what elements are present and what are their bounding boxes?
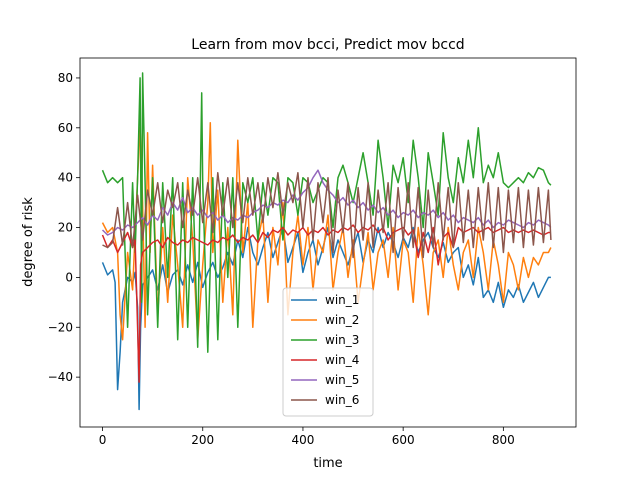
y-tick-label: 20	[58, 221, 73, 235]
series-line-win_6	[102, 171, 552, 259]
x-axis: 0 200 400 600 800	[99, 427, 515, 447]
legend-label-win_6: win_6	[325, 393, 359, 407]
series-line-win_4	[101, 224, 551, 383]
x-axis-label: time	[313, 456, 342, 471]
series-line-win_2	[101, 122, 552, 341]
y-tick-label: 80	[58, 71, 73, 85]
x-tick-label: 0	[99, 433, 107, 447]
legend-label-win_4: win_4	[325, 353, 359, 367]
series-layer	[101, 72, 552, 411]
y-tick-label: 40	[58, 171, 73, 185]
x-tick-label: 800	[492, 433, 515, 447]
y-tick-label: 0	[65, 270, 73, 284]
legend: win_1 win_2 win_3 win_4 win_5 win_6	[282, 287, 374, 417]
legend-label-win_2: win_2	[325, 313, 359, 327]
series-line-win_3	[101, 72, 552, 353]
x-tick-label: 200	[191, 433, 214, 447]
y-tick-label: 60	[58, 121, 73, 135]
y-tick-label: −20	[48, 320, 73, 334]
y-axis-label: degree of risk	[21, 197, 36, 287]
y-tick-label: −40	[48, 370, 73, 384]
x-tick-label: 600	[392, 433, 415, 447]
series-line-win_5	[101, 169, 552, 236]
x-tick-label: 400	[291, 433, 314, 447]
chart-title: Learn from mov bcci, Predict mov bccd	[191, 37, 464, 53]
y-axis: −40 −20 0 20 40 60 80	[48, 71, 80, 384]
legend-label-win_3: win_3	[325, 333, 359, 347]
plot-frame	[79, 57, 577, 428]
legend-label-win_1: win_1	[325, 293, 359, 307]
legend-label-win_5: win_5	[325, 373, 359, 387]
